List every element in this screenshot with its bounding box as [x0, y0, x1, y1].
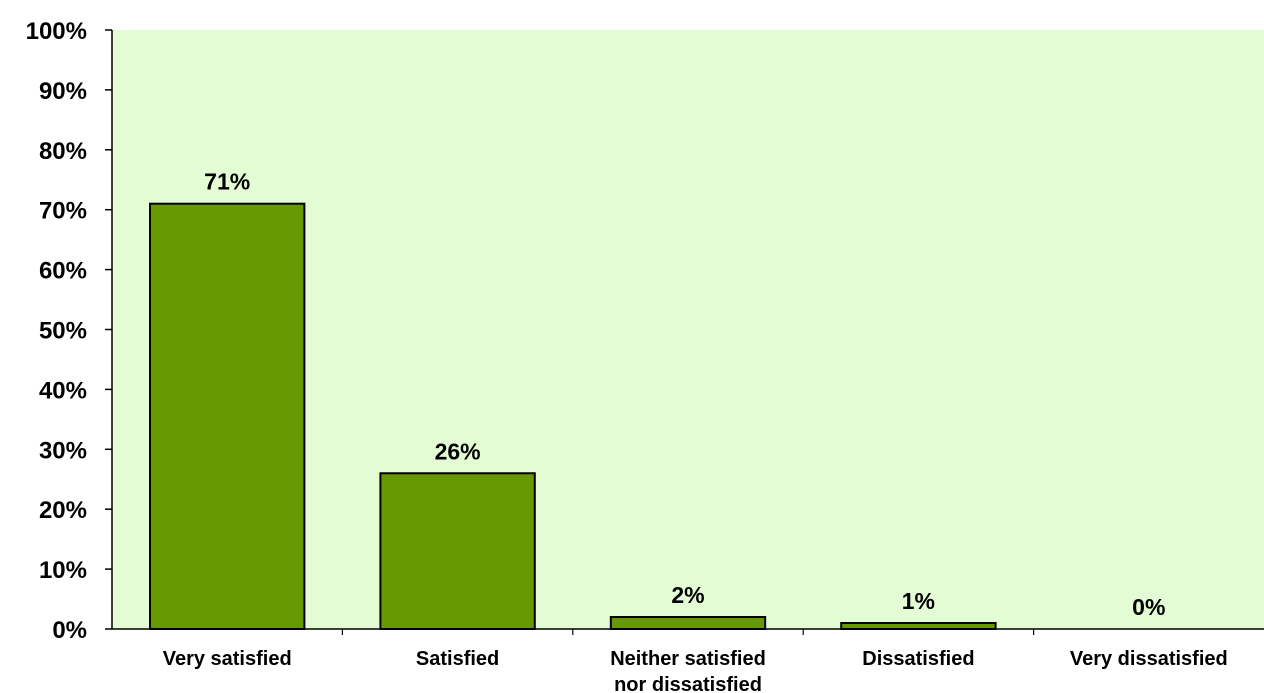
bar	[379, 472, 536, 631]
x-tick-label: nor dissatisfied	[614, 674, 762, 693]
y-tick-label: 50%	[39, 318, 87, 345]
x-tick-label: Very satisfied	[163, 648, 292, 670]
y-tick-label: 0%	[52, 617, 87, 644]
y-tick-label: 80%	[39, 138, 87, 165]
data-label: 0%	[1132, 594, 1165, 620]
x-tick-label: Dissatisfied	[862, 648, 974, 670]
category-labels: Very satisfied Satisfied Neither satisfied…	[163, 648, 1228, 693]
y-axis: 0% 10% 20% 30% 40% 50% 60% 70% 80% 90% 100%	[26, 18, 113, 644]
y-tick-label: 10%	[39, 557, 87, 584]
y-tick-label: 30%	[39, 437, 87, 464]
bar	[149, 202, 306, 631]
y-tick-label: 90%	[39, 78, 87, 105]
data-labels: 71% 26% 2% 1% 0%	[204, 169, 1165, 620]
y-tick-label: 40%	[39, 377, 87, 404]
data-label: 26%	[435, 438, 481, 464]
data-label: 2%	[671, 582, 704, 608]
y-tick-label: 70%	[39, 198, 87, 225]
x-tick-label: Neither satisfied	[610, 648, 766, 670]
data-label: 1%	[902, 588, 935, 614]
x-tick-label: Satisfied	[416, 648, 499, 670]
y-tick-label: 60%	[39, 258, 87, 285]
y-tick-label: 20%	[39, 497, 87, 524]
bar	[609, 616, 767, 631]
x-tick-label: Very dissatisfied	[1070, 648, 1228, 670]
bars	[149, 202, 997, 631]
data-label: 71%	[204, 169, 250, 195]
y-tick-label: 100%	[26, 18, 87, 45]
bar	[840, 622, 997, 631]
